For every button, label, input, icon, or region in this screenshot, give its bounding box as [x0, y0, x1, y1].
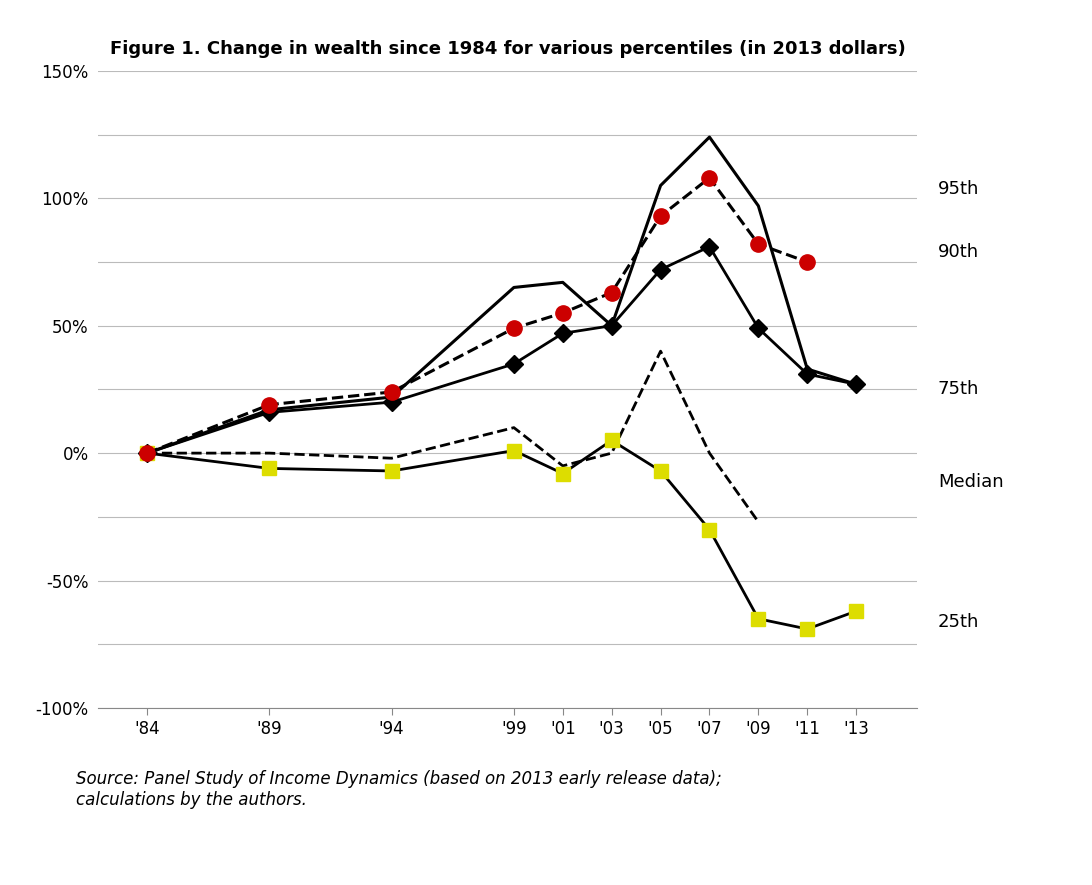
Text: Median: Median — [938, 473, 1004, 491]
Text: Source: Panel Study of Income Dynamics (based on 2013 early release data);
calcu: Source: Panel Study of Income Dynamics (… — [76, 770, 722, 809]
Title: Figure 1. Change in wealth since 1984 for various percentiles (in 2013 dollars): Figure 1. Change in wealth since 1984 fo… — [110, 40, 905, 58]
Text: 75th: 75th — [938, 381, 980, 398]
Text: 95th: 95th — [938, 180, 980, 197]
Text: 25th: 25th — [938, 613, 980, 631]
Text: 90th: 90th — [938, 243, 978, 261]
